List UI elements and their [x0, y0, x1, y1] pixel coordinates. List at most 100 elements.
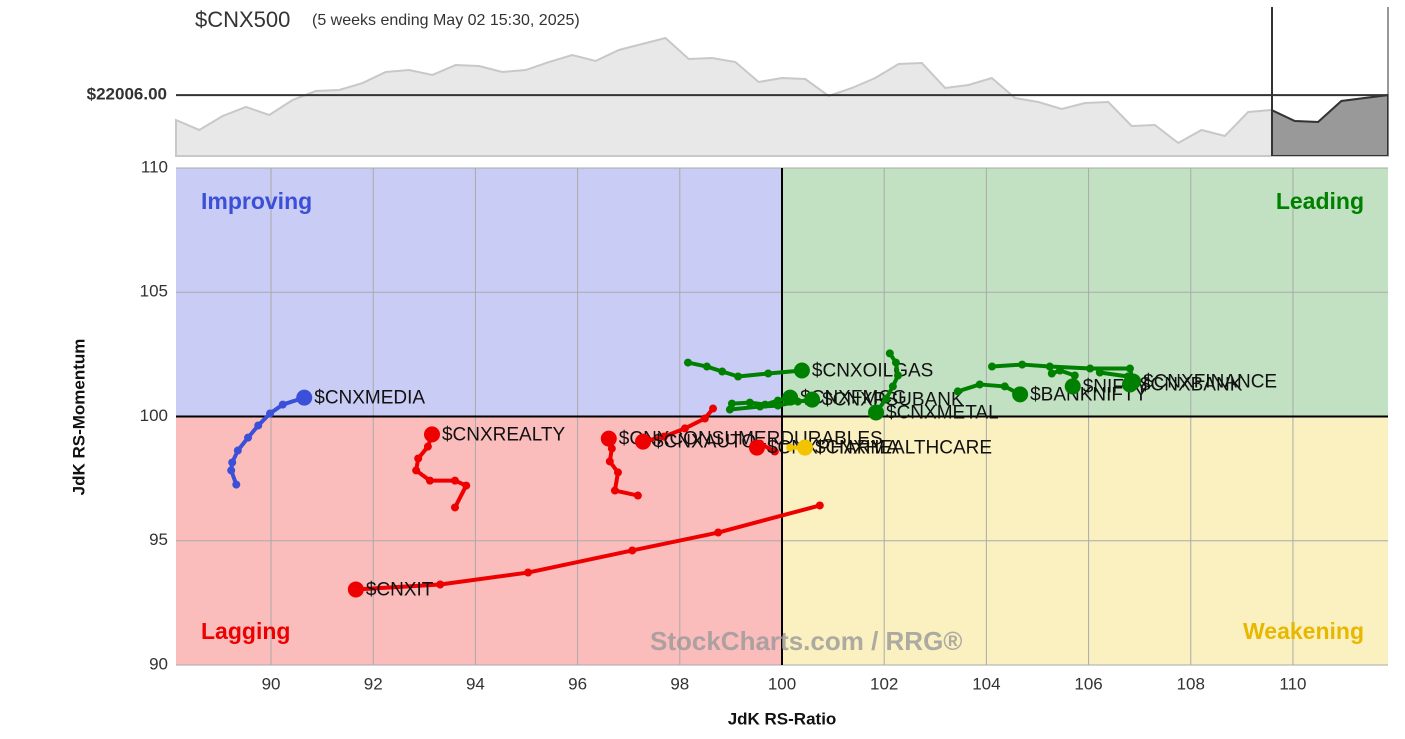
tail-point [1047, 369, 1056, 378]
reference-label: $22006.00 [87, 85, 167, 104]
tail-point [773, 401, 782, 410]
x-tick-label: 98 [670, 674, 689, 693]
y-tick-label: 95 [149, 530, 168, 549]
tail-point [1045, 362, 1054, 371]
tail-point [425, 476, 434, 485]
tail-point [524, 568, 533, 577]
head-point [868, 404, 885, 421]
chart-title: $CNX500 [195, 7, 290, 32]
tail-point [227, 466, 236, 475]
y-tick-label: 110 [141, 157, 168, 176]
tail-point [628, 546, 637, 555]
series-label: $CNXREALTY [442, 424, 566, 445]
x-tick-label: 100 [768, 674, 796, 693]
y-axis-title: JdK RS-Momentum [69, 339, 88, 496]
tail-point [745, 398, 754, 407]
tail-point [605, 457, 614, 466]
tail-point [244, 433, 253, 442]
tail-point [450, 503, 459, 512]
tail-point [412, 466, 421, 475]
tail-point [793, 397, 802, 406]
tail-point [1000, 382, 1009, 391]
tail-point [610, 486, 619, 495]
quadrant-label: Improving [201, 188, 312, 214]
series-label: $CNXHEALTHCARE [815, 438, 992, 459]
tail-point [770, 447, 779, 456]
series-label: $CNXBANK [1140, 374, 1243, 395]
quadrant-label: Leading [1276, 188, 1364, 214]
series-label: $CNXOILGAS [812, 361, 933, 382]
watermark: StockCharts.com / RRG® [650, 626, 962, 656]
tail-point [607, 444, 616, 453]
quadrant-label: Weakening [1243, 618, 1364, 644]
series-label: $CNXAUTO [653, 432, 756, 453]
tail-point [659, 432, 668, 441]
head-point [1121, 376, 1138, 393]
tail-point [1095, 368, 1104, 377]
tail [355, 503, 821, 592]
tail-point [734, 372, 743, 381]
series-label: $CNXFINANCE [1143, 371, 1277, 392]
tail-point [815, 501, 824, 510]
x-tick-label: 92 [364, 674, 383, 693]
head-point [423, 426, 440, 443]
head-point [600, 430, 617, 447]
quadrant-label: Lagging [201, 618, 290, 644]
tail-point [232, 480, 241, 489]
x-tick-label: 94 [466, 674, 485, 693]
tail-point [700, 414, 709, 423]
tail-point [680, 424, 689, 433]
tail-point [278, 400, 287, 409]
series-label: $CNXIT [366, 579, 434, 600]
tail-point [266, 409, 275, 418]
y-tick-label: 100 [140, 406, 168, 425]
tail-point [1086, 364, 1095, 373]
head-point [796, 439, 813, 456]
tail-point [1070, 371, 1079, 380]
tail [957, 382, 1022, 397]
x-tick-label: 96 [568, 674, 587, 693]
series-label: $CNXPSUBANK [822, 390, 964, 411]
tail-point [1125, 364, 1134, 373]
x-tick-label: 110 [1279, 674, 1306, 693]
y-tick-label: 90 [149, 654, 168, 673]
tail-point [718, 367, 727, 376]
head-point [296, 389, 313, 406]
series-label: $CNXFMCG [800, 388, 907, 409]
tail-point [450, 476, 459, 485]
tail-point [228, 458, 237, 467]
x-tick-label: 108 [1177, 674, 1205, 693]
tail-point [891, 358, 900, 367]
tail-point [714, 528, 723, 537]
head-point [347, 581, 364, 598]
x-tick-label: 102 [870, 674, 898, 693]
series-label: $CNXCONSUMERDURABLES [619, 429, 883, 450]
price-area [175, 36, 1389, 157]
tail-point [462, 481, 471, 490]
tail-point [436, 580, 445, 589]
tail-point [953, 387, 962, 396]
x-axis-title: JdK RS-Ratio [728, 709, 837, 728]
head-point [1012, 386, 1029, 403]
series-label: $CNXMETAL [886, 403, 999, 424]
tail-point [988, 362, 997, 371]
tail-point [633, 491, 642, 500]
tail-point [893, 371, 902, 380]
y-tick-label: 105 [140, 282, 168, 301]
tail-point [423, 442, 432, 451]
chart-subtitle: (5 weeks ending May 02 15:30, 2025) [312, 12, 580, 29]
tail-point [233, 446, 242, 455]
tail-point [786, 443, 795, 452]
tail-point [613, 468, 622, 477]
head-point [635, 433, 652, 450]
tail-point [702, 362, 711, 371]
tail-point [1018, 360, 1027, 369]
tail-point [888, 382, 897, 391]
tail-point [882, 394, 891, 403]
price-window [1272, 94, 1388, 156]
x-tick-label: 104 [972, 674, 1000, 693]
tail-point [725, 405, 734, 414]
tail-point [975, 380, 984, 389]
